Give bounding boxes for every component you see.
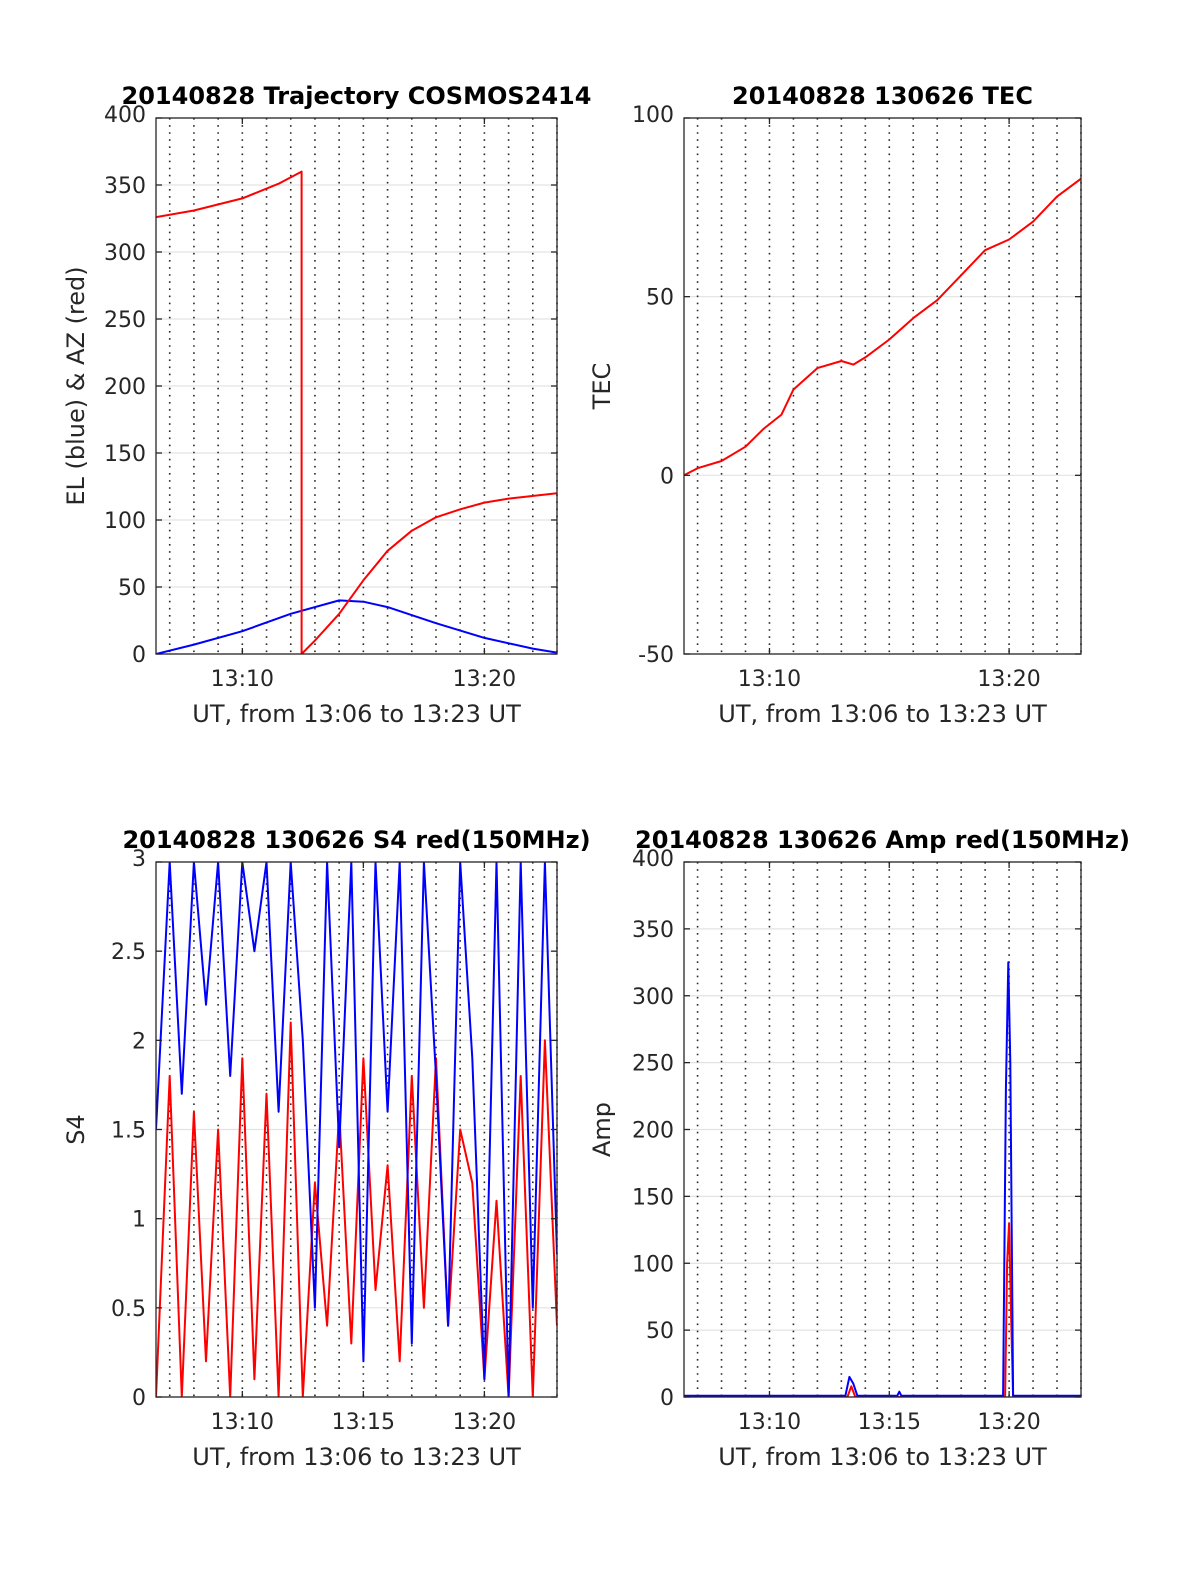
x-axis-label: UT, from 13:06 to 13:23 UT — [192, 1443, 521, 1471]
x-tick-label: 13:10 — [738, 667, 801, 692]
y-tick-label: 1.5 — [111, 1119, 146, 1144]
y-tick-label: -50 — [638, 643, 674, 668]
x-tick-label: 13:15 — [332, 1410, 395, 1435]
y-tick-label: 150 — [104, 442, 146, 467]
x-tick-label: 13:10 — [738, 1410, 801, 1435]
y-tick-label: 100 — [104, 509, 146, 534]
y-tick-label: 50 — [646, 286, 674, 311]
y-tick-label: 200 — [104, 375, 146, 400]
chart-title: 20140828 130626 Amp red(150MHz) — [635, 826, 1130, 854]
plot-area — [684, 118, 1081, 654]
x-tick-label: 13:15 — [858, 1410, 921, 1435]
y-tick-label: 50 — [118, 576, 146, 601]
y-tick-label: 2 — [132, 1029, 146, 1054]
panel-2: -50 0 50 100 13:10 13:20 20140828 130626 TEC UT… — [588, 82, 1082, 728]
x-tick-label: 13:20 — [977, 667, 1040, 692]
y-tick-label: 400 — [104, 103, 146, 128]
x-tick-label: 13:20 — [977, 1410, 1040, 1435]
chart-title: 20140828 130626 TEC — [732, 82, 1033, 110]
series-line-1 — [156, 599, 557, 654]
x-axis-label: UT, from 13:06 to 13:23 UT — [192, 700, 521, 728]
y-axis-label: EL (blue) & AZ (red) — [62, 266, 90, 505]
y-tick-label: 100 — [632, 1252, 674, 1277]
x-tick-label: 13:20 — [453, 667, 516, 692]
y-tick-label: 350 — [104, 174, 146, 199]
x-tick-label: 13:10 — [211, 667, 274, 692]
chart-title: 20140828 130626 S4 red(150MHz) — [122, 826, 590, 854]
y-axis-label: TEC — [588, 363, 616, 411]
y-tick-label: 300 — [632, 985, 674, 1010]
y-tick-label: 400 — [632, 847, 674, 872]
y-tick-label: 0 — [132, 1386, 146, 1411]
y-tick-label: 3 — [132, 847, 146, 872]
y-tick-label: 250 — [632, 1052, 674, 1077]
series-line-2 — [156, 170, 557, 654]
series-line-1 — [684, 177, 1081, 477]
y-tick-label: 1 — [132, 1208, 146, 1233]
x-tick-label: 13:10 — [211, 1410, 274, 1435]
chart-title: 20140828 Trajectory COSMOS2414 — [122, 82, 592, 110]
y-tick-label: 150 — [632, 1185, 674, 1210]
x-axis-label: UT, from 13:06 to 13:23 UT — [718, 700, 1047, 728]
y-tick-label: 0 — [660, 1386, 674, 1411]
y-axis-label: Amp — [588, 1102, 616, 1157]
panel-3: 0 0.5 1 1.5 2 2.5 3 13:10 13:15 13:20 20140828 130… — [62, 826, 591, 1471]
y-tick-label: 300 — [104, 241, 146, 266]
y-tick-label: 350 — [632, 918, 674, 943]
axes-frame — [683, 117, 1082, 655]
y-tick-label: 0 — [660, 464, 674, 489]
series-line-1 — [156, 1021, 557, 1397]
y-tick-label: 200 — [632, 1119, 674, 1144]
y-tick-label: 0.5 — [111, 1297, 146, 1322]
y-tick-label: 0 — [132, 643, 146, 668]
y-tick-label: 100 — [632, 103, 674, 128]
panel-1: 0 50 100 150 200 250 300 350 400 13:10 13:20 201408… — [62, 82, 591, 728]
x-tick-label: 13:20 — [453, 1410, 516, 1435]
y-tick-label: 2.5 — [111, 940, 146, 965]
y-tick-label: 50 — [646, 1319, 674, 1344]
x-axis-label: UT, from 13:06 to 13:23 UT — [718, 1443, 1047, 1471]
series-line-2 — [156, 862, 557, 1397]
panel-4: 0 50 100 150 200 250 300 350 400 13:10 13:15 13:20 2… — [588, 826, 1130, 1471]
y-tick-label: 250 — [104, 308, 146, 333]
series-line-2 — [684, 961, 1081, 1397]
y-axis-label: S4 — [62, 1114, 90, 1145]
